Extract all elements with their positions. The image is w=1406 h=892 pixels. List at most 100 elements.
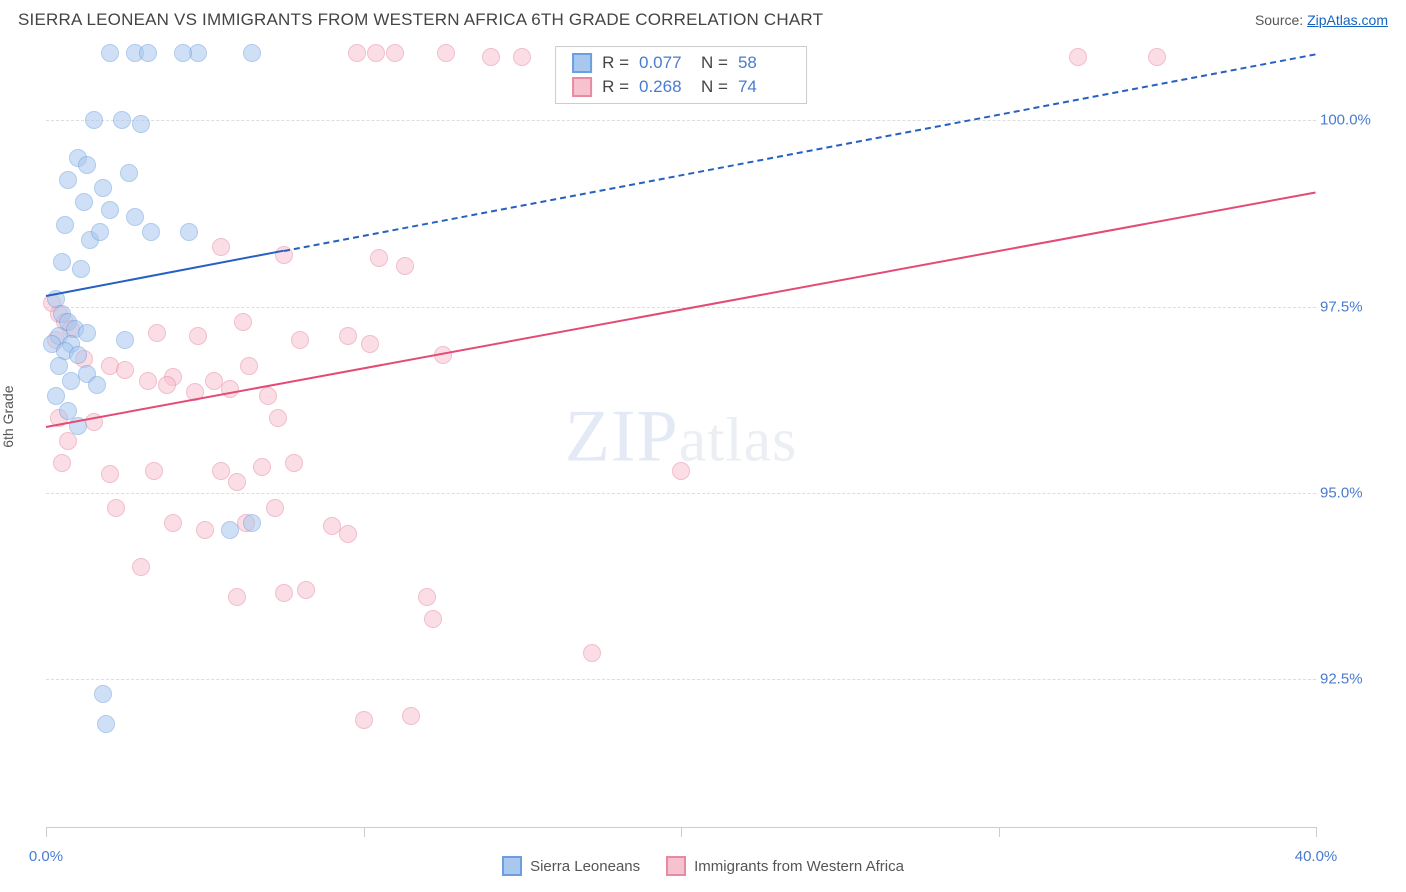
scatter-point-wa: [234, 313, 252, 331]
source-link[interactable]: ZipAtlas.com: [1307, 12, 1388, 28]
scatter-point-wa: [1069, 48, 1087, 66]
stats-R-label: R =: [602, 77, 629, 97]
scatter-point-wa: [253, 458, 271, 476]
scatter-point-wa: [164, 514, 182, 532]
legend-label-wa: Immigrants from Western Africa: [694, 858, 904, 875]
scatter-point-wa: [513, 48, 531, 66]
stats-N-value-wa: 74: [738, 77, 790, 97]
scatter-point-wa: [189, 327, 207, 345]
y-axis-title: 6th Grade: [0, 386, 16, 448]
y-gridline: [46, 120, 1316, 121]
scatter-point-wa: [396, 257, 414, 275]
scatter-point-wa: [259, 387, 277, 405]
scatter-point-wa: [139, 372, 157, 390]
stats-row-wa: R = 0.268 N = 74: [556, 75, 806, 99]
scatter-chart: 92.5%95.0%97.5%100.0%0.0%40.0% ZIPatlas …: [46, 46, 1316, 828]
scatter-point-sl: [101, 201, 119, 219]
scatter-point-sl: [180, 223, 198, 241]
scatter-point-sl: [126, 208, 144, 226]
scatter-point-wa: [145, 462, 163, 480]
scatter-point-wa: [240, 357, 258, 375]
scatter-point-sl: [78, 156, 96, 174]
scatter-point-wa: [482, 48, 500, 66]
scatter-point-wa: [297, 581, 315, 599]
x-tick: [999, 827, 1000, 837]
stats-N-label: N =: [701, 77, 728, 97]
stats-R-label: R =: [602, 53, 629, 73]
scatter-point-wa: [291, 331, 309, 349]
scatter-point-sl: [116, 331, 134, 349]
scatter-point-wa: [386, 44, 404, 62]
scatter-point-wa: [228, 588, 246, 606]
scatter-point-wa: [402, 707, 420, 725]
scatter-point-wa: [437, 44, 455, 62]
scatter-point-sl: [59, 171, 77, 189]
x-tick: [46, 827, 47, 837]
scatter-point-wa: [212, 462, 230, 480]
scatter-point-wa: [672, 462, 690, 480]
plot-area: 92.5%95.0%97.5%100.0%0.0%40.0%: [46, 46, 1316, 827]
scatter-point-sl: [221, 521, 239, 539]
y-tick-label: 97.5%: [1320, 298, 1400, 315]
scatter-point-wa: [148, 324, 166, 342]
scatter-point-sl: [56, 216, 74, 234]
chart-title: SIERRA LEONEAN VS IMMIGRANTS FROM WESTER…: [18, 10, 823, 30]
scatter-point-wa: [212, 238, 230, 256]
scatter-point-sl: [243, 514, 261, 532]
scatter-point-wa: [116, 361, 134, 379]
series-legend: Sierra Leoneans Immigrants from Western …: [0, 856, 1406, 876]
scatter-point-wa: [424, 610, 442, 628]
scatter-point-sl: [94, 685, 112, 703]
stats-R-value-sl: 0.077: [639, 53, 691, 73]
scatter-point-wa: [1148, 48, 1166, 66]
scatter-point-wa: [196, 521, 214, 539]
scatter-point-wa: [107, 499, 125, 517]
scatter-point-sl: [75, 193, 93, 211]
y-gridline: [46, 679, 1316, 680]
scatter-point-sl: [132, 115, 150, 133]
x-tick: [1316, 827, 1317, 837]
x-tick: [364, 827, 365, 837]
y-tick-label: 100.0%: [1320, 112, 1400, 129]
scatter-point-wa: [266, 499, 284, 517]
x-tick: [681, 827, 682, 837]
correlation-stats-legend: R = 0.077 N = 58 R = 0.268 N = 74: [555, 46, 807, 104]
source-attribution: Source: ZipAtlas.com: [1255, 12, 1388, 28]
scatter-point-sl: [47, 387, 65, 405]
scatter-point-wa: [275, 584, 293, 602]
scatter-point-sl: [189, 44, 207, 62]
legend-swatch-sl: [502, 856, 522, 876]
scatter-point-sl: [72, 260, 90, 278]
scatter-point-wa: [418, 588, 436, 606]
swatch-sl: [572, 53, 592, 73]
legend-swatch-wa: [666, 856, 686, 876]
chart-header: SIERRA LEONEAN VS IMMIGRANTS FROM WESTER…: [0, 0, 1406, 36]
scatter-point-wa: [53, 454, 71, 472]
scatter-point-sl: [142, 223, 160, 241]
stats-N-label: N =: [701, 53, 728, 73]
scatter-point-wa: [269, 409, 287, 427]
scatter-point-sl: [91, 223, 109, 241]
scatter-point-sl: [174, 44, 192, 62]
scatter-point-wa: [348, 44, 366, 62]
scatter-point-wa: [132, 558, 150, 576]
scatter-point-wa: [370, 249, 388, 267]
stats-row-sl: R = 0.077 N = 58: [556, 51, 806, 75]
trend-line: [46, 191, 1316, 428]
swatch-wa: [572, 77, 592, 97]
scatter-point-sl: [50, 357, 68, 375]
scatter-point-sl: [243, 44, 261, 62]
y-gridline: [46, 493, 1316, 494]
scatter-point-sl: [69, 346, 87, 364]
scatter-point-wa: [339, 525, 357, 543]
y-tick-label: 95.0%: [1320, 484, 1400, 501]
scatter-point-wa: [101, 465, 119, 483]
scatter-point-sl: [78, 324, 96, 342]
scatter-point-sl: [53, 253, 71, 271]
legend-item-sl: Sierra Leoneans: [502, 856, 640, 876]
stats-R-value-wa: 0.268: [639, 77, 691, 97]
scatter-point-wa: [583, 644, 601, 662]
scatter-point-wa: [228, 473, 246, 491]
scatter-point-wa: [367, 44, 385, 62]
scatter-point-wa: [355, 711, 373, 729]
